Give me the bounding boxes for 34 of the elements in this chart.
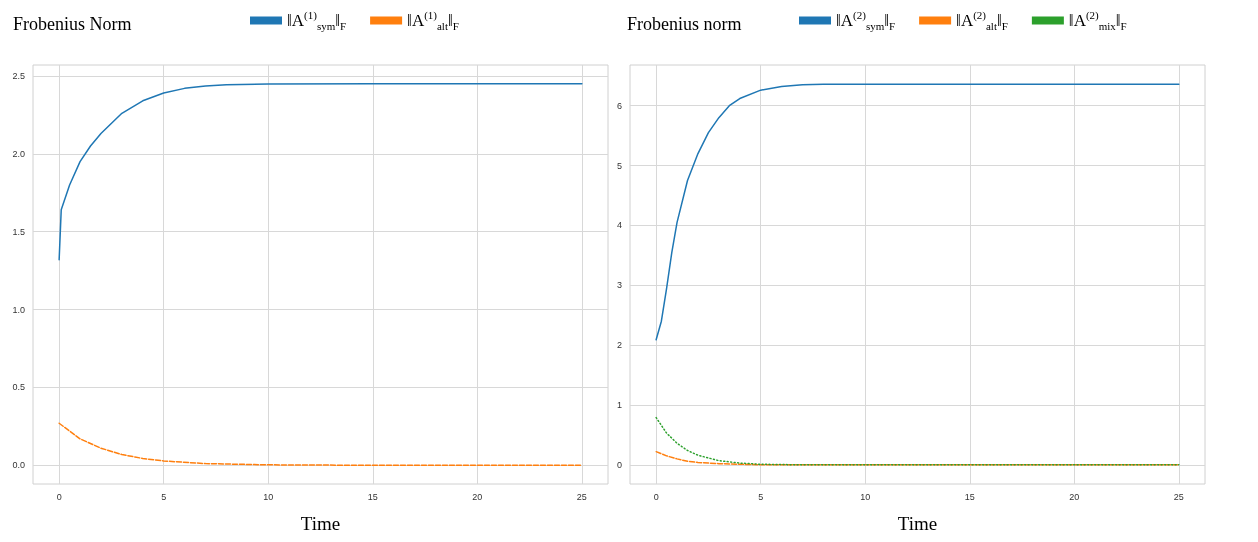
line-series [655,450,1180,466]
x-axis-title: Time [300,513,341,534]
legend-title: Frobenius Norm [13,14,132,34]
line-series [58,422,583,467]
y-tick-label: 0.5 [12,382,25,393]
y-tick-label: 0 [616,459,623,470]
x-tick-label: 10 [263,491,274,502]
y-tick-label: 6 [616,100,623,111]
x-tick-label: 25 [1173,491,1184,502]
y-tick-label: 1 [616,399,623,410]
y-tick-label: 0.0 [12,460,25,471]
x-axis-title: Time [897,513,938,534]
line-series [58,82,583,261]
x-tick-label: 25 [576,491,587,502]
x-tick-label: 10 [860,491,871,502]
y-tick-label: 2.0 [12,148,25,159]
x-tick-label: 0 [56,491,62,502]
line-series [655,83,1180,341]
legend-title: Frobenius norm [627,14,742,34]
x-tick-label: 20 [1069,491,1080,502]
y-tick-label: 2 [616,340,623,351]
x-tick-label: 0 [653,491,659,502]
y-tick-label: 2.5 [12,70,25,81]
x-tick-label: 15 [964,491,975,502]
y-tick-label: 3 [616,280,623,291]
y-tick-label: 5 [616,160,623,171]
y-tick-label: 1.5 [12,226,25,237]
line-series [655,416,1180,466]
x-tick-label: 5 [758,491,764,502]
y-tick-label: 4 [616,220,623,231]
x-tick-label: 20 [472,491,483,502]
x-tick-label: 5 [161,491,167,502]
y-tick-label: 1.0 [12,304,25,315]
x-tick-label: 15 [367,491,378,502]
